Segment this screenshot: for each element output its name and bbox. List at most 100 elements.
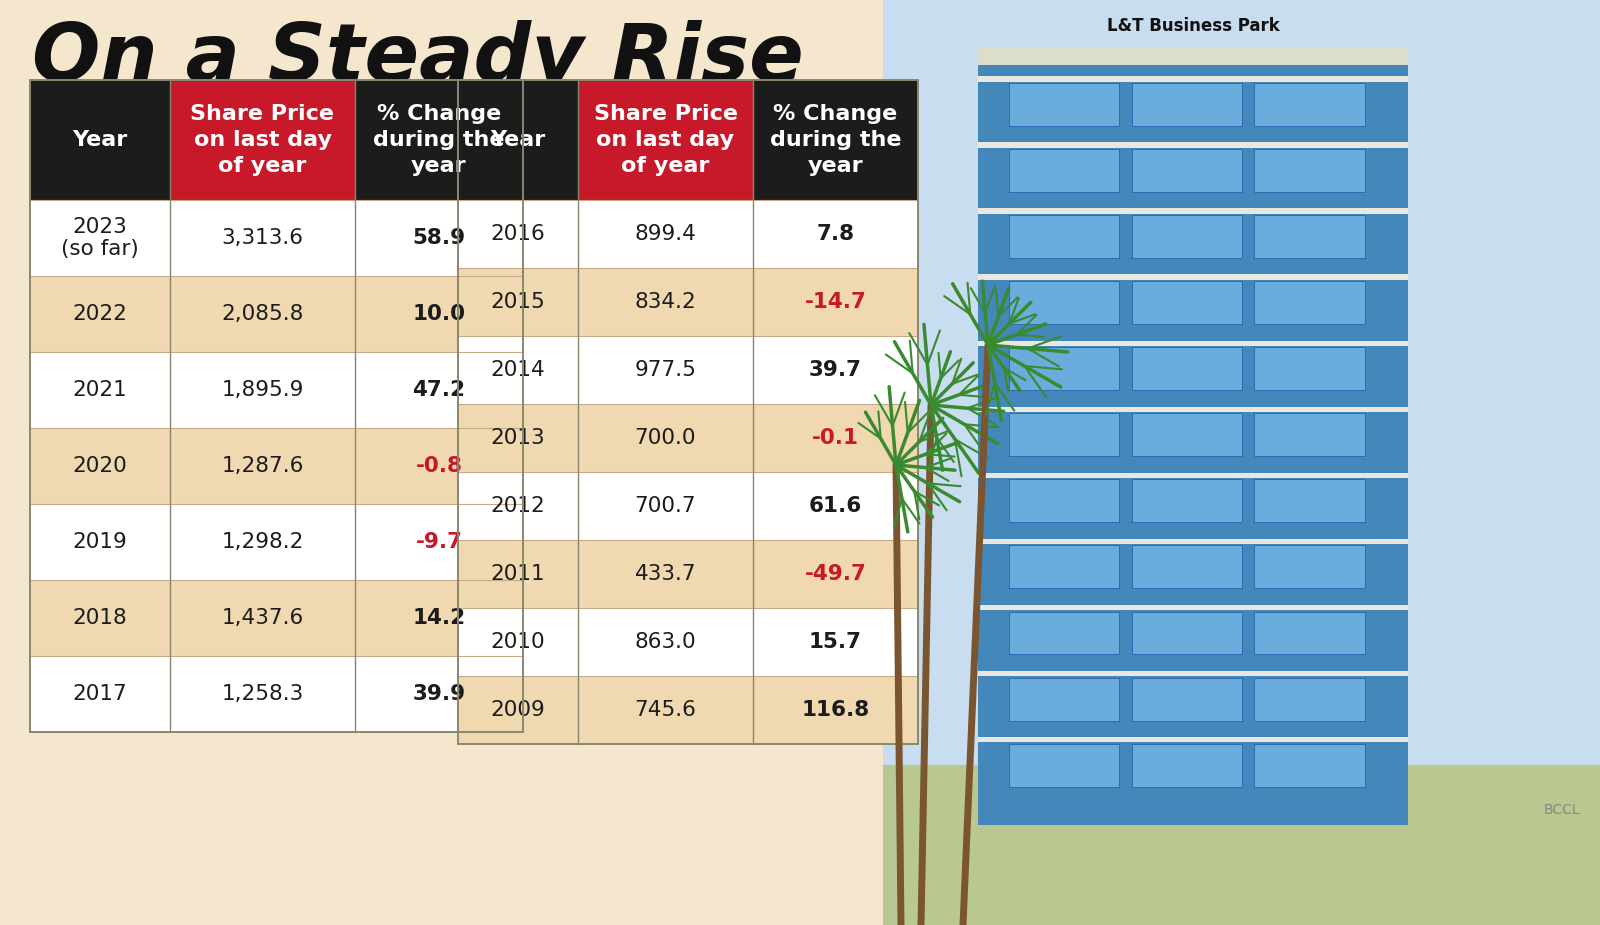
Bar (754, 80, 918, 200)
Bar (883, 0, 1600, 925)
Text: L&T Business Park: L&T Business Park (1107, 17, 1280, 35)
Bar (1131, 611, 1242, 655)
Bar (458, 268, 918, 336)
Bar (1008, 149, 1120, 191)
Bar (1254, 347, 1365, 390)
Text: 1,298.2: 1,298.2 (221, 532, 304, 552)
Text: 899.4: 899.4 (635, 224, 696, 244)
Text: 433.7: 433.7 (635, 564, 696, 584)
Text: -49.7: -49.7 (805, 564, 867, 584)
Bar (458, 80, 578, 200)
Bar (1254, 281, 1365, 324)
Text: 2014: 2014 (491, 360, 546, 380)
Bar (978, 275, 1408, 279)
Bar (30, 352, 523, 428)
Text: BCCL: BCCL (1544, 803, 1581, 817)
Bar (30, 80, 523, 732)
Bar (1254, 413, 1365, 456)
Text: 2019: 2019 (72, 532, 128, 552)
Text: -14.7: -14.7 (805, 292, 867, 312)
Bar (30, 428, 523, 504)
Bar (1008, 347, 1120, 390)
Text: 977.5: 977.5 (635, 360, 696, 380)
Text: 2017: 2017 (72, 684, 128, 704)
Bar (30, 276, 523, 352)
Bar (1008, 546, 1120, 588)
Text: Share Price
on last day
of year: Share Price on last day of year (594, 105, 738, 176)
Text: 2021: 2021 (72, 380, 128, 400)
Bar (1008, 678, 1120, 721)
Text: 2,085.8: 2,085.8 (221, 304, 304, 324)
Text: 1,437.6: 1,437.6 (221, 608, 304, 628)
Text: On a Steady Rise: On a Steady Rise (32, 20, 803, 98)
Bar (978, 671, 1408, 676)
Text: -0.8: -0.8 (416, 456, 462, 476)
Text: 2022: 2022 (72, 304, 128, 324)
Bar (1008, 744, 1120, 786)
Text: 2016: 2016 (491, 224, 546, 244)
Text: 2020: 2020 (72, 456, 128, 476)
Bar (978, 737, 1408, 743)
Text: % Change
during the
year: % Change during the year (373, 105, 504, 176)
Text: 834.2: 834.2 (635, 292, 696, 312)
Bar (458, 80, 918, 744)
Bar (458, 540, 918, 608)
Bar (1254, 479, 1365, 523)
Bar (1131, 413, 1242, 456)
Text: 2009: 2009 (491, 700, 546, 720)
Bar (170, 80, 355, 200)
Text: 7.8: 7.8 (816, 224, 854, 244)
Text: 700.0: 700.0 (635, 428, 696, 448)
Bar (1254, 744, 1365, 786)
Text: -9.7: -9.7 (416, 532, 462, 552)
Text: 700.7: 700.7 (635, 496, 696, 516)
Bar (1008, 281, 1120, 324)
Text: Year: Year (72, 130, 128, 150)
Text: 61.6: 61.6 (810, 496, 862, 516)
Bar (978, 142, 1408, 148)
Text: 1,895.9: 1,895.9 (221, 380, 304, 400)
Bar (578, 80, 754, 200)
Bar (458, 336, 918, 404)
Bar (978, 473, 1408, 478)
Bar (1254, 678, 1365, 721)
Text: 2015: 2015 (491, 292, 546, 312)
Bar (1131, 678, 1242, 721)
Text: 2013: 2013 (491, 428, 546, 448)
Text: 2011: 2011 (491, 564, 546, 584)
Text: 14.2: 14.2 (413, 608, 466, 628)
Bar (978, 539, 1408, 544)
Bar (1131, 83, 1242, 126)
Bar (458, 404, 918, 472)
Bar (458, 608, 918, 676)
Bar (1131, 215, 1242, 258)
Bar (978, 605, 1408, 610)
Bar (1131, 546, 1242, 588)
Text: Year: Year (490, 130, 546, 150)
Bar (1254, 149, 1365, 191)
Bar (1008, 215, 1120, 258)
Bar (978, 65, 1408, 825)
Text: 2023
(so far): 2023 (so far) (61, 217, 139, 259)
Text: 2010: 2010 (491, 632, 546, 652)
Bar (30, 80, 170, 200)
Bar (978, 47, 1408, 65)
Bar (1254, 215, 1365, 258)
Bar (1008, 611, 1120, 655)
Text: 3,313.6: 3,313.6 (221, 228, 304, 248)
Text: 2018: 2018 (72, 608, 128, 628)
Text: % Change
during the
year: % Change during the year (770, 105, 901, 176)
Text: -0.1: -0.1 (813, 428, 859, 448)
Text: 2012: 2012 (491, 496, 546, 516)
Bar (1254, 83, 1365, 126)
Text: 47.2: 47.2 (413, 380, 466, 400)
Bar (1008, 479, 1120, 523)
Bar (978, 208, 1408, 214)
Bar (978, 340, 1408, 346)
Bar (458, 200, 918, 268)
Text: 863.0: 863.0 (635, 632, 696, 652)
Bar (1131, 744, 1242, 786)
Bar (30, 200, 523, 276)
Bar (1008, 413, 1120, 456)
Bar (1254, 546, 1365, 588)
